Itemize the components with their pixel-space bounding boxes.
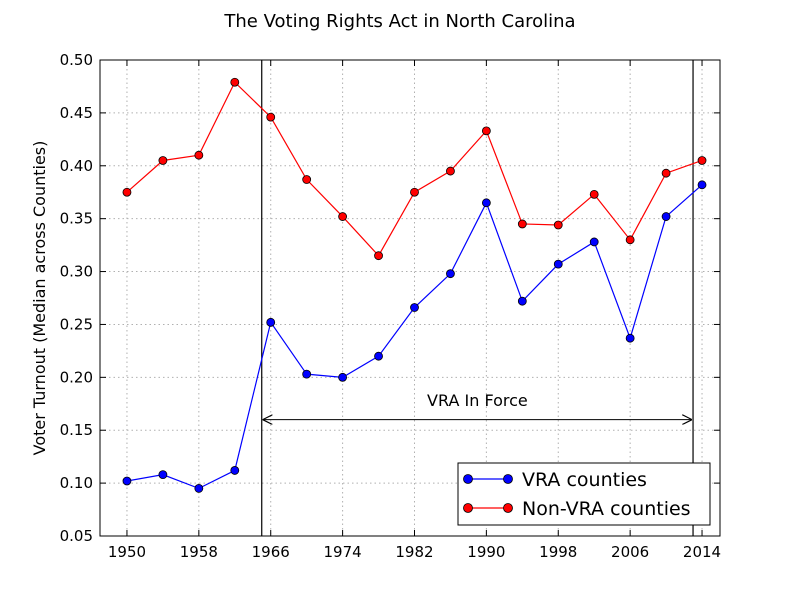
data-point [481, 126, 491, 136]
y-tick-label: 0.25 [60, 315, 93, 333]
y-tick-label: 0.20 [60, 368, 93, 386]
series-vra [122, 180, 707, 493]
data-point [302, 175, 312, 184]
data-point [661, 212, 671, 221]
x-tick-label: 1958 [180, 543, 218, 561]
data-point [481, 198, 491, 208]
data-point [517, 219, 527, 229]
x-tick-label: 1974 [324, 543, 362, 561]
data-point [697, 156, 707, 165]
data-point [374, 251, 383, 261]
x-tick-label: 1950 [108, 543, 146, 561]
data-point [517, 296, 527, 306]
x-tick-label: 2014 [683, 543, 721, 561]
series-layer [122, 77, 707, 493]
y-tick-label: 0.05 [60, 527, 93, 545]
legend-marker [503, 503, 513, 513]
legend-item: VRA counties [463, 469, 647, 491]
y-tick-label: 0.50 [60, 51, 93, 69]
data-point [589, 189, 599, 199]
y-tick-label: 0.45 [60, 104, 93, 122]
data-point [338, 372, 348, 382]
annotation: VRA In Force [264, 391, 691, 420]
data-point [266, 317, 276, 327]
vra-in-force-label: VRA In Force [427, 391, 528, 410]
y-tick-label: 0.15 [60, 421, 93, 439]
x-tick-label: 1982 [395, 543, 433, 561]
data-point [374, 351, 383, 361]
data-point [625, 235, 635, 245]
data-point [553, 259, 563, 269]
data-point [446, 166, 455, 176]
data-point [158, 156, 168, 165]
data-point [446, 269, 455, 279]
legend-marker [463, 503, 473, 513]
legend-item: Non-VRA counties [463, 498, 691, 520]
x-tick-label: 2006 [611, 543, 649, 561]
y-tick-label: 0.30 [60, 263, 93, 281]
data-point [302, 369, 312, 379]
data-point [194, 150, 204, 160]
x-tick-label: 1966 [252, 543, 290, 561]
data-point [625, 333, 635, 343]
data-point [122, 187, 132, 197]
data-point [158, 470, 168, 480]
legend-marker [503, 474, 513, 484]
data-point [122, 476, 132, 486]
reference-lines [261, 60, 694, 536]
data-point [230, 77, 240, 87]
data-point [266, 112, 276, 122]
legend-label: VRA counties [522, 469, 647, 491]
y-tick-label: 0.40 [60, 157, 93, 175]
grid-lines [100, 59, 720, 537]
data-point [410, 303, 419, 312]
x-tick-label: 1990 [467, 543, 505, 561]
legend: VRA counties Non-VRA counties [457, 462, 711, 526]
data-point [230, 466, 240, 475]
x-tick-label: 1998 [539, 543, 577, 561]
legend-label: Non-VRA counties [522, 498, 691, 520]
legend-marker [463, 474, 473, 484]
chart-title: The Voting Rights Act in North Carolina [223, 11, 575, 32]
legend-box [457, 462, 711, 526]
y-tick-label: 0.10 [60, 474, 93, 492]
data-point [697, 180, 707, 190]
data-point [338, 212, 348, 221]
y-axis-label: Voter Turnout (Median across Counties) [30, 141, 49, 456]
y-tick-label: 0.35 [60, 210, 93, 228]
data-point [410, 187, 419, 197]
data-point [553, 220, 563, 230]
data-point [194, 483, 204, 493]
data-point [589, 237, 599, 247]
data-point [661, 168, 671, 178]
series-non-vra [122, 77, 707, 261]
plot-frame [99, 59, 721, 537]
